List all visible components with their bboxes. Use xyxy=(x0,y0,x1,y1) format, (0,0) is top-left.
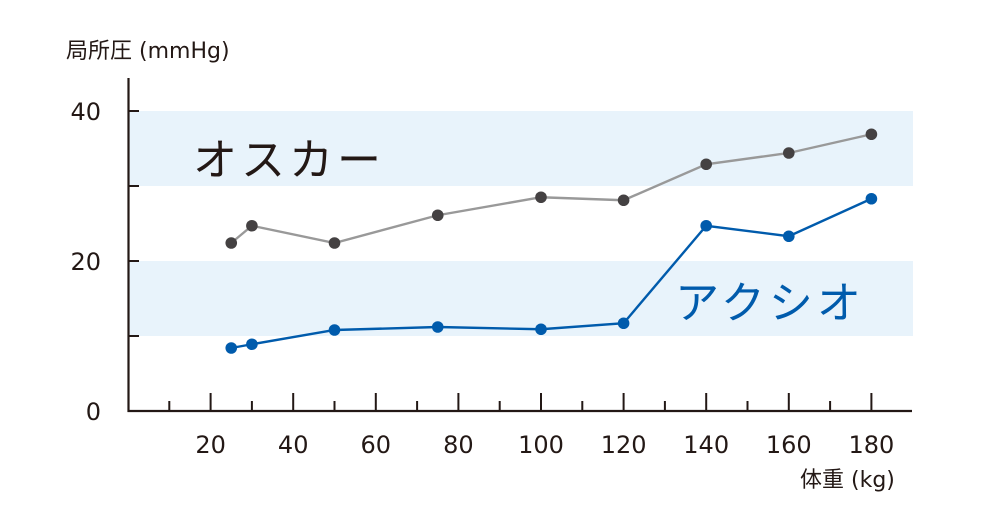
data-point xyxy=(328,237,341,249)
series-name-label: オスカー xyxy=(193,135,385,186)
data-point xyxy=(865,192,878,205)
x-tick-label: 160 xyxy=(766,431,812,459)
x-axis-label: 体重 (kg) xyxy=(800,468,895,493)
x-tick-label: 120 xyxy=(601,431,647,459)
x-ticks: 20 40 60 80 100 120 140 160 180 xyxy=(168,393,894,459)
data-point xyxy=(246,338,258,351)
data-point xyxy=(617,317,630,330)
data-point xyxy=(535,323,547,336)
series-1 xyxy=(225,192,878,354)
y-tick-label: 40 xyxy=(70,98,101,126)
data-point xyxy=(617,194,630,207)
reference-bands xyxy=(129,111,913,336)
data-point xyxy=(783,230,795,243)
x-tick-label: 100 xyxy=(518,431,564,459)
x-tick-label: 60 xyxy=(361,431,392,459)
data-point xyxy=(225,237,238,249)
y-tick-label: 0 xyxy=(86,398,101,426)
x-tick-label: 40 xyxy=(278,431,309,459)
band-0 xyxy=(129,111,913,186)
data-point xyxy=(246,219,258,232)
data-point xyxy=(700,158,712,171)
x-tick-label: 180 xyxy=(848,431,894,459)
data-point xyxy=(700,219,712,232)
data-point xyxy=(431,321,444,333)
y-tick-label: 20 xyxy=(70,248,101,276)
axes xyxy=(127,78,912,413)
x-tick-label: 20 xyxy=(195,431,226,459)
data-point xyxy=(225,342,238,354)
series-layer xyxy=(225,128,878,354)
series-name-label: アクシオ xyxy=(675,278,865,329)
data-point xyxy=(328,324,341,336)
y-ticks: 0 20 40 xyxy=(70,98,139,426)
data-point xyxy=(431,209,444,222)
y-axis-label: 局所圧 (mmHg) xyxy=(66,39,230,64)
x-tick-label: 80 xyxy=(443,431,474,459)
data-point xyxy=(865,128,878,141)
data-point xyxy=(783,147,795,159)
band-1 xyxy=(129,261,913,336)
data-point xyxy=(535,191,547,204)
x-tick-label: 140 xyxy=(683,431,729,459)
series-0 xyxy=(225,128,878,249)
